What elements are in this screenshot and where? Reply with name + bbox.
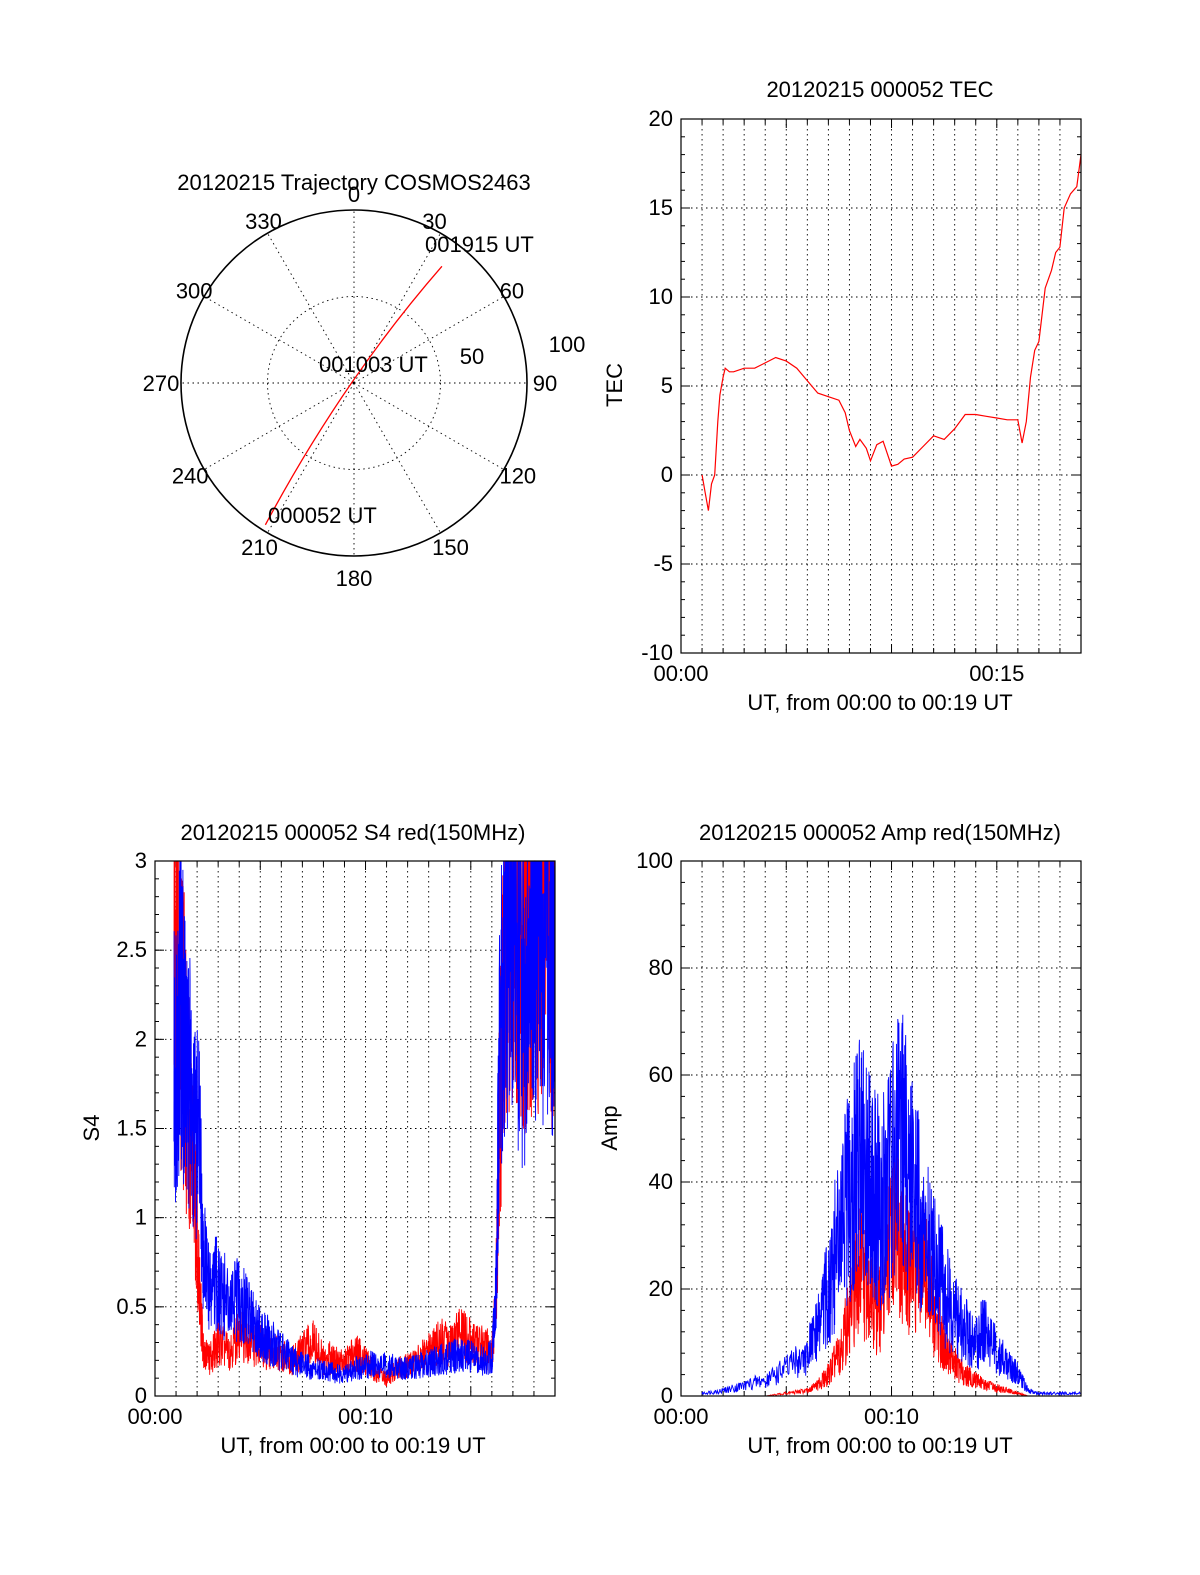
- azimuth-label-300: 300: [176, 279, 213, 304]
- polar-spoke-210: [267, 382, 355, 534]
- ytick-label: 3: [135, 848, 147, 873]
- azimuth-label-330: 330: [245, 209, 282, 234]
- azimuth-label-0: 0: [348, 182, 360, 207]
- radial-ring-label-50: 50: [460, 344, 484, 369]
- s4-title: 20120215 000052 S4 red(150MHz): [181, 820, 526, 845]
- s4-ylabel: S4: [79, 1115, 104, 1142]
- ytick-label: 0: [661, 1383, 673, 1408]
- satellite-trajectory-line: [264, 265, 443, 526]
- xtick-label: 00:00: [653, 661, 708, 686]
- polar-spoke-60: [353, 296, 505, 384]
- ytick-label: 2: [135, 1026, 147, 1051]
- trajectory-end-annotation: 001915 UT: [425, 232, 534, 257]
- azimuth-label-120: 120: [499, 464, 536, 489]
- polar-title: 20120215 Trajectory COSMOS2463: [177, 170, 530, 195]
- ytick-label: -5: [653, 551, 673, 576]
- amp-chart: 20120215 000052 Amp red(150MHz) UT, from…: [597, 820, 1082, 1458]
- amp-plot-frame: [680, 860, 1082, 1397]
- xtick-label: 00:10: [864, 1404, 919, 1429]
- amp-ylabel: Amp: [597, 1105, 622, 1150]
- tec-ylabel: TEC: [602, 363, 627, 407]
- amp-xlabel: UT, from 00:00 to 00:19 UT: [747, 1433, 1012, 1458]
- ytick-label: -10: [641, 640, 673, 665]
- azimuth-label-180: 180: [336, 566, 373, 591]
- xtick-label: 00:10: [338, 1404, 393, 1429]
- trajectory-polar-chart: 20120215 Trajectory COSMOS2463 0 30 60 90 12…: [143, 170, 586, 591]
- polar-spoke-300: [203, 296, 355, 384]
- polar-spoke-330: [267, 232, 355, 384]
- xtick-label: 00:00: [127, 1404, 182, 1429]
- ytick-label: 1: [135, 1205, 147, 1230]
- ytick-label: 0: [661, 462, 673, 487]
- ytick-label: 5: [661, 373, 673, 398]
- ytick-label: 0.5: [116, 1294, 147, 1319]
- ytick-label: 60: [649, 1062, 673, 1087]
- ytick-label: 40: [649, 1169, 673, 1194]
- ytick-label: 80: [649, 955, 673, 980]
- polar-spoke-120: [353, 382, 505, 470]
- ytick-label: 2.5: [116, 937, 147, 962]
- s4-chart: 20120215 000052 S4 red(150MHz) UT, from …: [79, 820, 556, 1458]
- polar-outer-ring: [180, 209, 528, 557]
- trajectory-start-annotation: 000052 UT: [268, 503, 377, 528]
- tec-xlabel: UT, from 00:00 to 00:19 UT: [747, 690, 1012, 715]
- ytick-label: 20: [649, 106, 673, 131]
- xtick-label: 00:00: [653, 1404, 708, 1429]
- tec-series-red: [701, 154, 1082, 511]
- s4-gridlines: [154, 860, 556, 1397]
- azimuth-label-240: 240: [172, 464, 209, 489]
- s4-plot-frame: [154, 860, 556, 1397]
- ytick-label: 10: [649, 284, 673, 309]
- polar-spoke-150: [353, 382, 441, 534]
- azimuth-label-270: 270: [143, 371, 180, 396]
- ytick-label: 100: [636, 848, 673, 873]
- s4-xlabel: UT, from 00:00 to 00:19 UT: [220, 1433, 485, 1458]
- ytick-label: 1.5: [116, 1116, 147, 1141]
- trajectory-mid-annotation: 001003 UT: [319, 352, 428, 377]
- tec-plot-frame: [680, 118, 1082, 654]
- azimuth-label-60: 60: [500, 279, 524, 304]
- ytick-label: 15: [649, 195, 673, 220]
- polar-spoke-240: [203, 382, 355, 470]
- azimuth-label-90: 90: [533, 371, 557, 396]
- ytick-label: 20: [649, 1276, 673, 1301]
- amp-series-blue: [701, 1014, 1081, 1397]
- s4-series-blue: [173, 860, 556, 1384]
- azimuth-label-30: 30: [422, 209, 446, 234]
- tec-title: 20120215 000052 TEC: [766, 77, 993, 102]
- tec-gridlines: [680, 118, 1082, 654]
- ytick-label: 0: [135, 1383, 147, 1408]
- amp-title: 20120215 000052 Amp red(150MHz): [699, 820, 1061, 845]
- azimuth-label-210: 210: [241, 535, 278, 560]
- xtick-label: 00:15: [969, 661, 1024, 686]
- azimuth-label-150: 150: [432, 535, 469, 560]
- radial-ring-label-100: 100: [549, 332, 586, 357]
- tec-chart: 20120215 000052 TEC UT, from 00:00 to 00…: [602, 77, 1082, 715]
- polar-spoke-30: [353, 232, 441, 384]
